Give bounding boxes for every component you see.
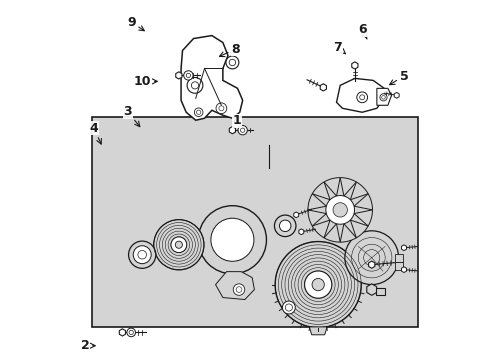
Circle shape <box>134 247 150 262</box>
Polygon shape <box>229 127 235 134</box>
Polygon shape <box>312 220 329 238</box>
Polygon shape <box>353 210 372 226</box>
Text: 8: 8 <box>219 42 239 57</box>
Circle shape <box>171 237 186 253</box>
Polygon shape <box>401 245 406 251</box>
Circle shape <box>187 77 203 93</box>
Circle shape <box>225 56 238 69</box>
Circle shape <box>344 231 398 285</box>
Polygon shape <box>293 212 298 218</box>
Bar <box>394 262 402 270</box>
Polygon shape <box>353 194 372 210</box>
Polygon shape <box>349 182 367 200</box>
Polygon shape <box>215 272 254 300</box>
Circle shape <box>304 271 331 298</box>
Circle shape <box>128 241 156 268</box>
Circle shape <box>285 304 292 311</box>
Circle shape <box>129 330 133 334</box>
Circle shape <box>282 301 295 314</box>
Bar <box>375 288 384 295</box>
Circle shape <box>240 128 244 132</box>
Text: 1: 1 <box>232 114 241 127</box>
Polygon shape <box>340 177 356 196</box>
Circle shape <box>191 82 198 89</box>
Text: 10: 10 <box>133 75 157 88</box>
Circle shape <box>332 203 346 217</box>
Polygon shape <box>351 62 357 69</box>
Text: 4: 4 <box>89 122 101 144</box>
Polygon shape <box>349 220 367 238</box>
Polygon shape <box>368 261 374 268</box>
Polygon shape <box>320 84 326 91</box>
Circle shape <box>138 251 146 259</box>
Polygon shape <box>307 194 325 210</box>
Circle shape <box>275 242 361 328</box>
Circle shape <box>153 220 203 270</box>
Circle shape <box>238 126 247 135</box>
Polygon shape <box>366 284 376 295</box>
Circle shape <box>325 195 354 224</box>
Polygon shape <box>376 88 391 105</box>
Bar <box>394 254 402 262</box>
Circle shape <box>186 73 190 77</box>
Text: 5: 5 <box>389 69 407 85</box>
Circle shape <box>359 95 364 100</box>
Circle shape <box>274 215 295 237</box>
Polygon shape <box>298 229 303 235</box>
Circle shape <box>216 103 226 114</box>
Circle shape <box>233 284 244 295</box>
Polygon shape <box>308 327 326 335</box>
Polygon shape <box>324 177 340 196</box>
Text: 2: 2 <box>81 339 95 352</box>
Text: 9: 9 <box>127 16 144 31</box>
Circle shape <box>126 328 135 337</box>
Circle shape <box>279 220 290 231</box>
Polygon shape <box>336 78 384 112</box>
Circle shape <box>133 246 151 264</box>
Circle shape <box>356 92 367 103</box>
Polygon shape <box>307 210 325 226</box>
Polygon shape <box>340 224 356 242</box>
Circle shape <box>198 206 266 274</box>
Circle shape <box>183 71 193 80</box>
Polygon shape <box>324 224 340 242</box>
Text: 7: 7 <box>333 41 345 54</box>
Polygon shape <box>393 93 398 98</box>
Circle shape <box>194 108 203 117</box>
Polygon shape <box>175 72 182 79</box>
Circle shape <box>175 241 182 248</box>
Bar <box>92 117 418 327</box>
Text: 6: 6 <box>358 23 366 39</box>
Circle shape <box>196 110 201 114</box>
Text: 3: 3 <box>123 105 140 127</box>
Circle shape <box>229 59 235 66</box>
Polygon shape <box>312 182 329 200</box>
Polygon shape <box>181 36 242 120</box>
Circle shape <box>381 95 385 99</box>
Circle shape <box>210 218 253 261</box>
Circle shape <box>236 287 242 292</box>
Circle shape <box>219 106 224 111</box>
Polygon shape <box>401 267 406 273</box>
Polygon shape <box>119 329 125 336</box>
Circle shape <box>311 279 324 291</box>
Circle shape <box>379 94 386 101</box>
